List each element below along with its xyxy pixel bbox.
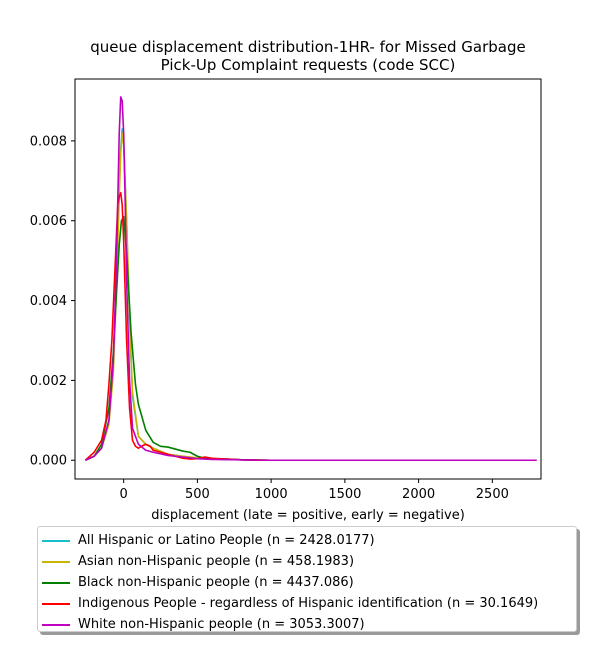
chart-title-line-2: Pick-Up Complaint requests (code SCC): [161, 56, 456, 74]
legend-label-asian: Asian non-Hispanic people (n = 458.1983): [78, 554, 355, 569]
series-line-indigenous: [84, 191, 537, 462]
y-tick-label: 0.002: [30, 374, 67, 389]
legend-item-indigenous: Indigenous People - regardless of Hispan…: [42, 593, 538, 614]
legend: All Hispanic or Latino People (n = 2428.…: [37, 526, 577, 632]
series-line-asian: [84, 132, 537, 462]
y-tick-label: 0.008: [30, 134, 67, 149]
series-layer: [84, 96, 537, 462]
legend-label-hispanic: All Hispanic or Latino People (n = 2428.…: [78, 533, 375, 548]
y-tick-label: 0.000: [30, 454, 67, 469]
y-tick-label: 0.004: [30, 294, 67, 309]
x-tick-label: 1000: [255, 487, 288, 502]
legend-label-white: White non-Hispanic people (n = 3053.3007…: [78, 617, 365, 632]
x-tick-label: 500: [185, 487, 210, 502]
plot-frame: [74, 78, 542, 480]
legend-swatch-white: [42, 623, 70, 626]
legend-label-indigenous: Indigenous People - regardless of Hispan…: [78, 596, 539, 611]
legend-item-asian: Asian non-Hispanic people (n = 458.1983): [42, 551, 354, 572]
x-tick-label: 1500: [328, 487, 361, 502]
legend-swatch-asian: [42, 560, 70, 563]
chart-title-line-1: queue displacement distribution-1HR- for…: [90, 38, 525, 56]
series-line-black: [84, 215, 537, 462]
x-axis-label: displacement (late = positive, early = n…: [151, 508, 465, 523]
y-axis-ticks: 0.000 0.002 0.004 0.006 0.008: [30, 134, 75, 469]
legend-item-black: Black non-Hispanic people (n = 4437.086): [42, 572, 354, 593]
legend-swatch-indigenous: [42, 602, 70, 605]
x-tick-label: 2500: [476, 487, 509, 502]
x-tick-label: 0: [120, 487, 128, 502]
legend-item-hispanic: All Hispanic or Latino People (n = 2428.…: [42, 530, 375, 551]
series-line-hispanic: [84, 128, 537, 462]
legend-swatch-hispanic: [42, 539, 70, 542]
x-tick-label: 2000: [402, 487, 435, 502]
legend-swatch-black: [42, 581, 70, 584]
series-line-white: [84, 96, 537, 462]
y-tick-label: 0.006: [30, 214, 67, 229]
x-axis-ticks: 0 500 1000 1500 2000 2500: [120, 479, 509, 502]
legend-label-black: Black non-Hispanic people (n = 4437.086): [78, 575, 354, 590]
legend-item-white: White non-Hispanic people (n = 3053.3007…: [42, 614, 365, 635]
